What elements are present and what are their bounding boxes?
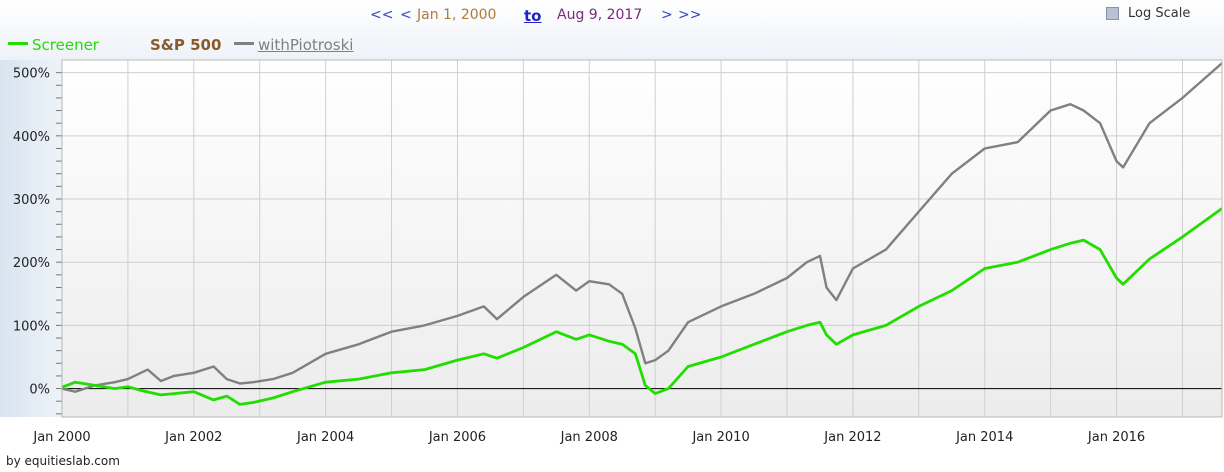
legend-label-sp500: S&P 500 [150, 36, 222, 54]
plot-border [61, 59, 1223, 418]
x-tick-label: Jan 2012 [823, 430, 881, 445]
x-tick-label: Jan 2002 [164, 430, 222, 445]
y-tick-label: 200% [13, 256, 50, 271]
legend-swatch-screener [8, 42, 28, 45]
y-tick-label: 300% [13, 193, 50, 208]
x-tick-label: Jan 2008 [560, 430, 618, 445]
legend-swatch-withpiotroski [234, 42, 254, 45]
end-date-link[interactable]: Aug 9, 2017 [557, 7, 643, 23]
grid [62, 60, 1222, 417]
log-scale-checkbox[interactable] [1106, 7, 1119, 20]
performance-chart: 0%100%200%300%400%500% Jan 2000 Jan 2002 J… [0, 59, 1223, 445]
y-tick-label: 0% [29, 383, 50, 398]
legend-item-sp500[interactable]: S&P 500 [150, 36, 221, 54]
legend-item-withpiotroski[interactable]: withPiotroski [234, 36, 353, 54]
to-link[interactable]: to [524, 7, 542, 25]
legend-item-screener[interactable]: Screener [8, 36, 99, 54]
x-axis-labels: Jan 2000 Jan 2002 Jan 2004 Jan 2006 Jan 2008… [32, 430, 1145, 445]
first-page-button[interactable]: << [370, 7, 394, 23]
x-tick-label: Jan 2016 [1087, 430, 1145, 445]
x-tick-label: Jan 2006 [428, 430, 486, 445]
start-date-link[interactable]: Jan 1, 2000 [417, 7, 497, 23]
y-tick-label: 100% [13, 319, 50, 334]
prev-button[interactable]: < [400, 7, 412, 23]
y-axis-background [0, 60, 62, 417]
chart-header [0, 0, 1224, 60]
y-tick-label: 400% [13, 130, 50, 145]
y-tick-label: 500% [13, 67, 50, 82]
x-tick-label: Jan 2014 [955, 430, 1013, 445]
legend-label-withpiotroski: withPiotroski [258, 36, 354, 54]
footer-credit: by equitieslab.com [6, 454, 120, 468]
x-tick-label: Jan 2004 [296, 430, 354, 445]
next-button[interactable]: > [661, 7, 673, 23]
legend-label-screener: Screener [32, 36, 99, 54]
plot-area [62, 60, 1222, 417]
series-line-withpiotroski [62, 62, 1222, 393]
series-group [62, 62, 1222, 406]
chart-legend: Screener S&P 500 withPiotroski [0, 36, 1224, 56]
series-line-screener [62, 207, 1222, 406]
x-tick-label: Jan 2010 [691, 430, 749, 445]
minor-ticks [56, 72, 62, 415]
last-page-button[interactable]: >> [678, 7, 702, 23]
x-tick-label: Jan 2000 [32, 430, 90, 445]
date-range-nav: << < Jan 1, 2000 to Aug 9, 2017 > >> [0, 7, 1224, 27]
y-axis-labels: 0% 100% 200% 300% 400% 500% [13, 67, 50, 398]
log-scale-label: Log Scale [1128, 6, 1191, 21]
